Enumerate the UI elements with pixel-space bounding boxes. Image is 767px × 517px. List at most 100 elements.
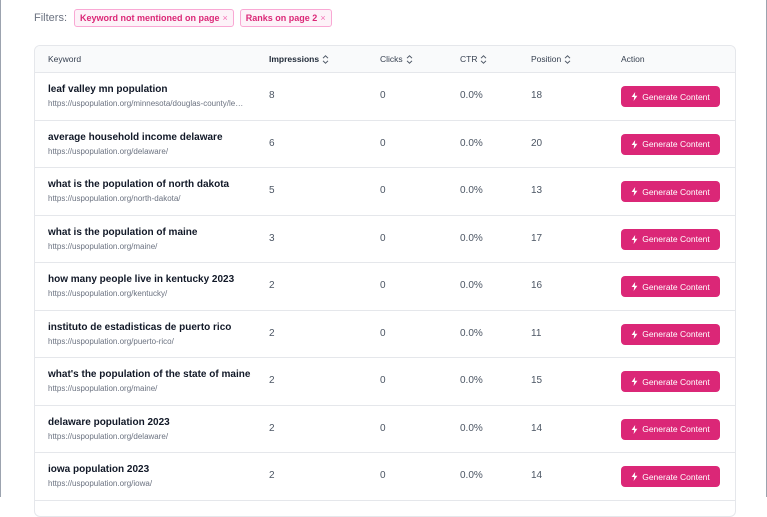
generate-content-label: Generate Content bbox=[642, 91, 710, 102]
column-header-clicks[interactable]: Clicks bbox=[380, 46, 413, 72]
keyword-url[interactable]: https://uspopulation.org/maine/ bbox=[48, 384, 158, 393]
generate-content-button[interactable]: Generate Content bbox=[621, 323, 720, 345]
ctr-cell: 0.0% bbox=[460, 280, 483, 291]
clicks-cell: 0 bbox=[380, 137, 386, 149]
ctr-cell: 0.0% bbox=[460, 470, 483, 481]
ctr-cell: 0.0% bbox=[460, 375, 483, 386]
keyword-cell: what's the population of the state of ma… bbox=[48, 369, 251, 393]
column-header-ctr[interactable]: CTR bbox=[460, 46, 487, 72]
table-body: leaf valley mn population https://uspopu… bbox=[35, 73, 735, 501]
keyword-url[interactable]: https://uspopulation.org/puerto-rico/ bbox=[48, 336, 174, 346]
generate-content-button[interactable]: Generate Content bbox=[621, 181, 720, 202]
generate-content-label: Generate Content bbox=[642, 234, 710, 244]
keyword-text: how many people live in kentucky 2023 bbox=[48, 274, 235, 285]
position-cell: 15 bbox=[531, 375, 543, 386]
table-row: leaf valley mn population https://uspopu… bbox=[35, 73, 735, 121]
sort-icon[interactable] bbox=[322, 54, 329, 64]
impressions-cell: 2 bbox=[269, 375, 275, 386]
clicks-cell: 0 bbox=[380, 327, 386, 339]
keyword-cell: average household income delaware https:… bbox=[48, 132, 248, 156]
generate-content-button[interactable]: Generate Content bbox=[621, 466, 720, 487]
position-cell: 13 bbox=[531, 185, 543, 196]
column-label: CTR bbox=[460, 54, 478, 64]
lightning-icon bbox=[631, 472, 638, 481]
table-row: instituto de estadisticas de puerto rico… bbox=[35, 311, 735, 358]
impressions-cell: 8 bbox=[269, 90, 275, 101]
generate-content-label: Generate Content bbox=[642, 186, 710, 197]
generate-content-button[interactable]: Generate Content bbox=[621, 228, 720, 250]
clicks-cell: 0 bbox=[380, 232, 386, 244]
impressions-cell: 2 bbox=[269, 280, 275, 291]
generate-content-button[interactable]: Generate Content bbox=[621, 371, 720, 392]
keyword-url[interactable]: https://uspopulation.org/maine/ bbox=[48, 241, 158, 251]
lightning-icon bbox=[631, 424, 638, 434]
impressions-cell: 6 bbox=[269, 137, 275, 149]
column-header-impressions[interactable]: Impressions bbox=[269, 46, 329, 72]
close-icon[interactable]: × bbox=[222, 13, 228, 23]
ctr-cell: 0.0% bbox=[460, 137, 483, 149]
generate-content-label: Generate Content bbox=[642, 376, 710, 387]
ctr-cell: 0.0% bbox=[460, 327, 483, 339]
sort-icon[interactable] bbox=[406, 54, 413, 64]
column-header-position[interactable]: Position bbox=[531, 46, 571, 72]
table-row: what's the population of the state of ma… bbox=[35, 358, 735, 406]
keyword-cell: how many people live in kentucky 2023 ht… bbox=[48, 274, 248, 298]
column-label: Action bbox=[621, 54, 645, 64]
keyword-text: leaf valley mn population bbox=[48, 84, 168, 95]
keyword-url[interactable]: https://uspopulation.org/kentucky/ bbox=[48, 289, 168, 298]
keyword-url[interactable]: https://uspopulation.org/north-dakota/ bbox=[48, 194, 181, 203]
generate-content-button[interactable]: Generate Content bbox=[621, 133, 720, 155]
position-cell: 17 bbox=[531, 232, 543, 244]
impressions-cell: 2 bbox=[269, 470, 275, 481]
keyword-text: what's the population of the state of ma… bbox=[48, 369, 251, 380]
generate-content-label: Generate Content bbox=[642, 281, 710, 292]
keyword-text: average household income delaware bbox=[48, 131, 223, 143]
impressions-cell: 2 bbox=[269, 422, 275, 434]
table-row: how many people live in kentucky 2023 ht… bbox=[35, 263, 735, 311]
keyword-text: delaware population 2023 bbox=[48, 416, 170, 428]
generate-content-label: Generate Content bbox=[642, 471, 710, 482]
table-header: Keyword Impressions Clicks CTR Position … bbox=[35, 46, 735, 73]
keyword-url[interactable]: https://uspopulation.org/delaware/ bbox=[48, 431, 169, 441]
generate-content-button[interactable]: Generate Content bbox=[621, 276, 720, 297]
window-border-left bbox=[0, 0, 1, 497]
filter-chip-label: Keyword not mentioned on page bbox=[80, 13, 220, 23]
keyword-text: what is the population of north dakota bbox=[48, 179, 230, 190]
keyword-cell: leaf valley mn population https://uspopu… bbox=[48, 84, 248, 108]
column-label: Keyword bbox=[48, 54, 82, 64]
column-header-keyword: Keyword bbox=[48, 46, 81, 72]
close-icon[interactable]: × bbox=[320, 13, 326, 23]
position-cell: 14 bbox=[531, 422, 543, 434]
impressions-cell: 2 bbox=[269, 327, 275, 339]
position-cell: 14 bbox=[531, 470, 543, 481]
generate-content-button[interactable]: Generate Content bbox=[621, 418, 720, 440]
sort-icon[interactable] bbox=[564, 54, 571, 64]
column-label: Position bbox=[531, 54, 562, 64]
table-row: what is the population of maine https://… bbox=[35, 216, 735, 263]
keyword-url[interactable]: https://uspopulation.org/delaware/ bbox=[48, 146, 169, 156]
generate-content-button[interactable]: Generate Content bbox=[621, 86, 720, 107]
clicks-cell: 0 bbox=[380, 90, 386, 101]
keyword-cell: what is the population of north dakota h… bbox=[48, 179, 248, 203]
ctr-cell: 0.0% bbox=[460, 422, 483, 434]
position-cell: 20 bbox=[531, 137, 543, 149]
clicks-cell: 0 bbox=[380, 470, 386, 481]
filters-label: Filters: bbox=[34, 12, 67, 24]
keyword-cell: what is the population of maine https://… bbox=[48, 227, 248, 251]
position-cell: 11 bbox=[531, 327, 542, 339]
sort-icon[interactable] bbox=[480, 54, 487, 64]
position-cell: 16 bbox=[531, 280, 543, 291]
keyword-url[interactable]: https://uspopulation.org/minnesota/dougl… bbox=[48, 99, 244, 108]
table-row: what is the population of north dakota h… bbox=[35, 168, 735, 216]
lightning-icon bbox=[631, 139, 638, 149]
keyword-cell: iowa population 2023 https://uspopulatio… bbox=[48, 464, 248, 488]
clicks-cell: 0 bbox=[380, 422, 386, 434]
keyword-url[interactable]: https://uspopulation.org/iowa/ bbox=[48, 479, 153, 488]
keyword-cell: instituto de estadisticas de puerto rico… bbox=[48, 322, 248, 346]
table-row: delaware population 2023 https://uspopul… bbox=[35, 406, 735, 453]
filter-chip-ranks-page-2[interactable]: Ranks on page 2 × bbox=[239, 9, 332, 27]
filter-chip-keyword-not-mentioned[interactable]: Keyword not mentioned on page × bbox=[74, 9, 234, 27]
lightning-icon bbox=[631, 92, 638, 101]
column-header-action: Action bbox=[621, 46, 645, 72]
clicks-cell: 0 bbox=[380, 375, 386, 386]
